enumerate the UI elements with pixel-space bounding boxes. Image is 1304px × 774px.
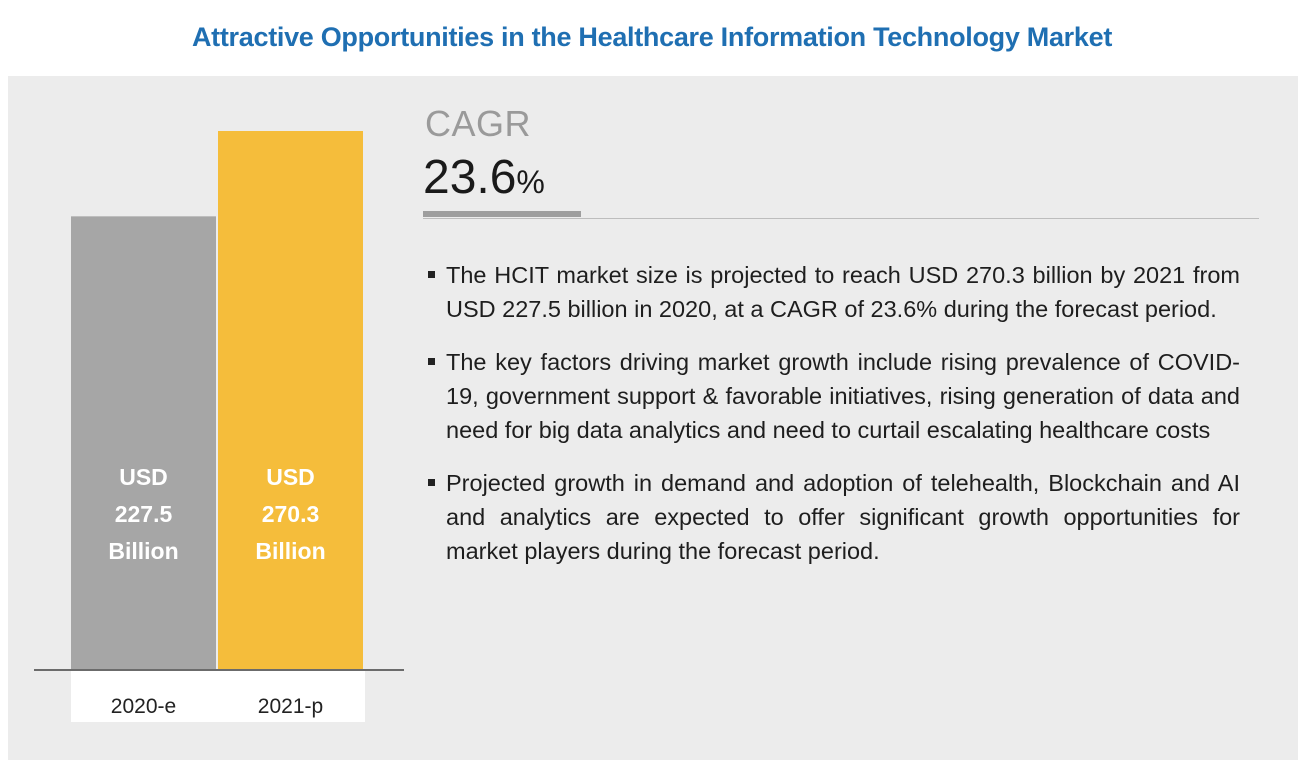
bar-chart: USD 227.5 Billion 2020-e USD 270.3 Billion 2021… <box>34 131 404 722</box>
cagr-unit: % <box>516 164 545 200</box>
bullet-list: The HCIT market size is projected to rea… <box>428 258 1240 587</box>
bar-data-label: Billion <box>255 538 325 564</box>
bullet-square-icon <box>428 271 435 278</box>
bullet-square-icon <box>428 358 435 365</box>
bar-data-label: 270.3 <box>262 501 320 527</box>
cagr-number: 23.6 <box>423 151 517 204</box>
bar-data-label: USD <box>119 464 168 490</box>
cagr-value: 23.6% <box>423 150 545 205</box>
bullet-item: The key factors driving market growth in… <box>428 345 1240 447</box>
bar-2020-e <box>71 216 216 670</box>
bullet-item: Projected growth in demand and adoption … <box>428 466 1240 568</box>
bar-data-label: USD <box>266 464 315 490</box>
page-title: Attractive Opportunities in the Healthca… <box>191 22 1113 52</box>
axis-label-band <box>71 670 365 722</box>
x-tick-label: 2020-e <box>111 695 176 718</box>
bullet-text: The key factors driving market growth in… <box>446 349 1240 443</box>
cagr-label: CAGR <box>425 103 532 144</box>
bullet-text: Projected growth in demand and adoption … <box>446 470 1240 564</box>
bullet-item: The HCIT market size is projected to rea… <box>428 258 1240 326</box>
x-tick-label: 2021-p <box>258 695 323 718</box>
cagr-underline <box>423 211 581 217</box>
bullet-text: The HCIT market size is projected to rea… <box>446 262 1240 322</box>
bar-data-label: Billion <box>108 538 178 564</box>
bar-2021-p <box>218 131 363 670</box>
cagr-divider <box>423 218 1259 219</box>
bullet-square-icon <box>428 479 435 486</box>
bar-data-label: 227.5 <box>115 501 173 527</box>
